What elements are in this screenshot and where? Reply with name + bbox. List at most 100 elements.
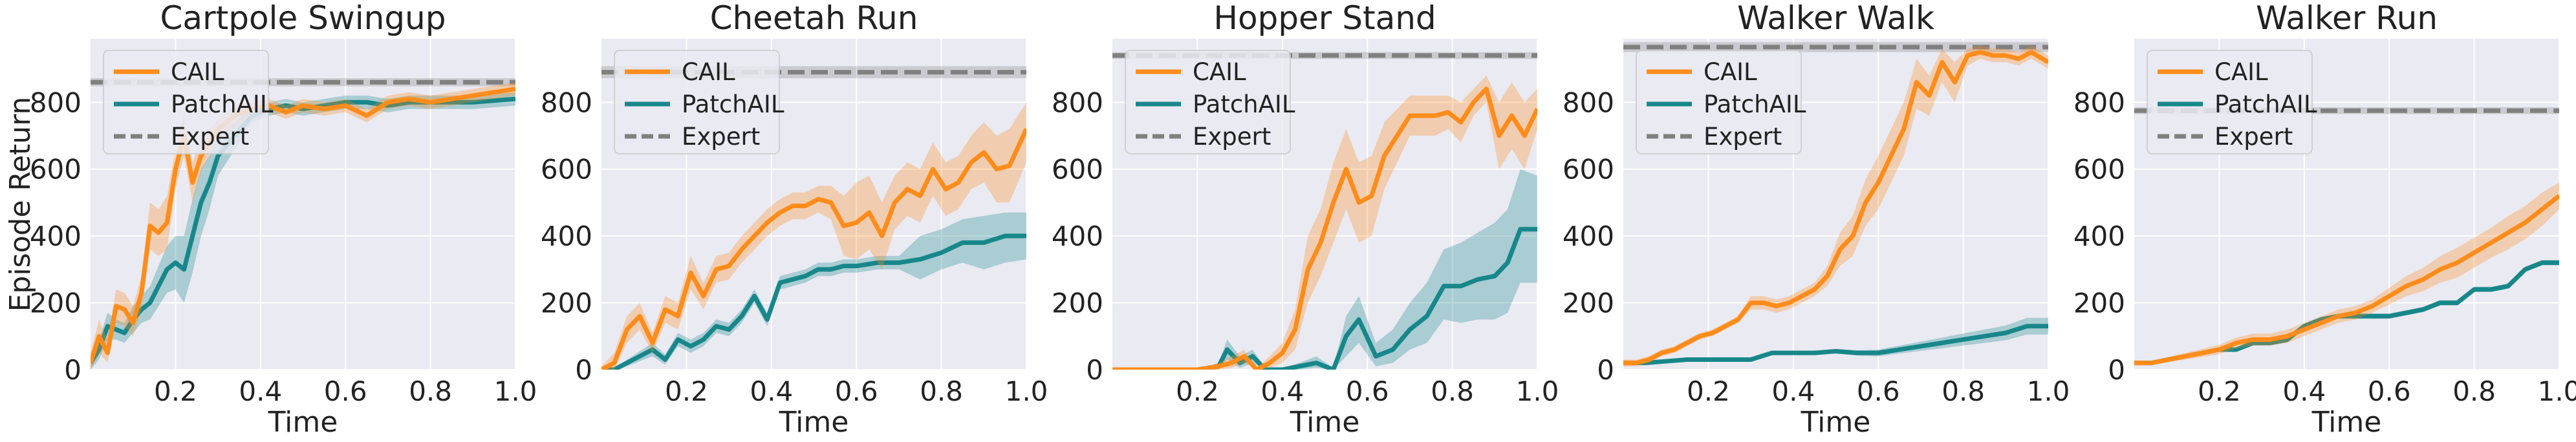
x-axis-label: Time <box>1801 406 1871 439</box>
cail-line <box>1623 50 2048 366</box>
chart-title: Hopper Stand <box>1213 0 1436 37</box>
y-tick-label: 400 <box>541 220 592 252</box>
x-tick-label: 0.6 <box>2368 375 2411 407</box>
x-tick-label: 0.2 <box>665 375 708 407</box>
patchail-line <box>1112 227 1537 370</box>
legend-label-patchail: PatchAIL <box>171 90 274 118</box>
y-tick-label: 800 <box>1563 87 1614 118</box>
y-axis-label: Episode Return <box>4 97 37 312</box>
y-tick-label: 200 <box>1563 288 1614 319</box>
x-tick-label: 0.8 <box>920 375 963 407</box>
chart-panel-4: 0 200 400 600 800 0.2 0.4 0.6 0.8 1.0 Walker Walk T… <box>1563 0 2070 439</box>
legend-label-expert: Expert <box>682 123 760 151</box>
cail-line <box>1112 87 1537 370</box>
x-tick-label: 1.0 <box>1516 375 1559 407</box>
x-tick-label: 0.4 <box>750 375 793 407</box>
x-axis-label: Time <box>2311 406 2382 439</box>
legend-label-expert: Expert <box>171 123 249 151</box>
legend: CAIL PatchAIL Expert <box>1125 50 1295 154</box>
chart-title: Walker Walk <box>1737 0 1934 37</box>
x-tick-label: 0.4 <box>2282 375 2326 407</box>
patchail-band <box>601 212 1026 370</box>
x-tick-label: 1.0 <box>2538 375 2576 407</box>
chart-title: Cartpole Swingup <box>160 0 446 37</box>
x-tick-label: 0.2 <box>1176 375 1219 407</box>
cail-line <box>2134 194 2559 366</box>
legend-box <box>1125 50 1291 154</box>
y-tick-label: 800 <box>1052 87 1103 118</box>
x-tick-label: 0.4 <box>1261 375 1304 407</box>
x-tick-label: 0.6 <box>1857 375 1900 407</box>
legend-label-cail: CAIL <box>2214 58 2268 86</box>
x-axis-label: Time <box>268 406 338 439</box>
legend-box <box>1636 50 1802 154</box>
legend-label-expert: Expert <box>1193 123 1271 151</box>
legend-label-patchail: PatchAIL <box>1704 90 1806 118</box>
patchail-band <box>1112 169 1537 370</box>
x-tick-label: 0.6 <box>1346 375 1389 407</box>
x-tick-label: 0.2 <box>1687 375 1730 407</box>
y-tick-label: 200 <box>541 288 592 319</box>
x-tick-label: 0.8 <box>1942 375 1985 407</box>
legend-label-cail: CAIL <box>1193 58 1246 86</box>
x-tick-label: 0.8 <box>2452 375 2496 407</box>
legend: CAIL PatchAIL Expert <box>614 50 785 154</box>
x-tick-label: 0.2 <box>2198 375 2241 407</box>
chart-panel-5: 0 200 400 600 800 0.2 0.4 0.6 0.8 1.0 Walker Run Ti… <box>2073 0 2576 439</box>
y-tick-label: 0 <box>575 354 592 386</box>
chart-panel-2: 0 200 400 600 800 0.2 0.4 0.6 0.8 1.0 Cheetah Run T… <box>541 0 1048 439</box>
x-tick-label: 0.6 <box>324 375 367 407</box>
legend-label-patchail: PatchAIL <box>682 90 785 118</box>
legend: CAIL PatchAIL Expert <box>1636 50 1806 154</box>
x-axis-label: Time <box>779 406 849 439</box>
y-tick-label: 0 <box>1597 354 1614 386</box>
legend-label-cail: CAIL <box>171 58 224 86</box>
x-tick-label: 0.8 <box>409 375 452 407</box>
chart-title: Walker Run <box>2256 0 2438 37</box>
legend-box <box>614 50 780 154</box>
y-tick-label: 200 <box>1052 288 1103 319</box>
legend-label-expert: Expert <box>2214 123 2293 151</box>
y-tick-label: 800 <box>541 87 592 118</box>
chart-panel-1: 0 200 400 600 800 0.2 0.4 0.6 0.8 1.0 Cartpole Swi… <box>4 0 537 439</box>
legend-box <box>103 50 269 154</box>
y-tick-label: 200 <box>2073 288 2125 319</box>
y-tick-label: 200 <box>30 288 81 319</box>
y-tick-label: 0 <box>64 354 81 386</box>
y-tick-label: 0 <box>1086 354 1103 386</box>
y-tick-label: 400 <box>1052 220 1103 252</box>
y-tick-label: 600 <box>2073 154 2125 185</box>
y-tick-label: 600 <box>1563 154 1614 185</box>
x-tick-label: 1.0 <box>1005 375 1048 407</box>
y-tick-label: 800 <box>30 87 81 118</box>
legend-label-cail: CAIL <box>682 58 735 86</box>
legend-label-patchail: PatchAIL <box>2214 90 2317 118</box>
data-layer <box>1112 52 1537 370</box>
x-tick-label: 0.4 <box>1771 375 1815 407</box>
y-tick-label: 400 <box>30 220 81 252</box>
y-tick-label: 600 <box>541 154 592 185</box>
x-tick-label: 1.0 <box>2027 375 2070 407</box>
y-tick-label: 0 <box>2108 354 2125 386</box>
x-tick-label: 0.4 <box>239 375 282 407</box>
patchail-line <box>601 233 1026 370</box>
data-layer <box>1623 42 2048 366</box>
legend-label-patchail: PatchAIL <box>1193 90 1295 118</box>
y-tick-label: 400 <box>1563 220 1614 252</box>
legend: CAIL PatchAIL Expert <box>2147 50 2317 154</box>
cail-line <box>601 128 1026 370</box>
legend-label-cail: CAIL <box>1704 58 1757 86</box>
chart-title: Cheetah Run <box>710 0 918 37</box>
legend-box <box>2147 50 2313 154</box>
x-tick-label: 0.8 <box>1431 375 1474 407</box>
cail-band <box>601 102 1026 370</box>
legend: CAIL PatchAIL Expert <box>103 50 274 154</box>
y-tick-label: 800 <box>2073 87 2125 118</box>
patchail-line <box>1623 324 2048 366</box>
x-tick-label: 0.6 <box>835 375 878 407</box>
legend-label-expert: Expert <box>1704 123 1782 151</box>
x-tick-label: 0.2 <box>154 375 197 407</box>
y-tick-label: 400 <box>2073 220 2125 252</box>
